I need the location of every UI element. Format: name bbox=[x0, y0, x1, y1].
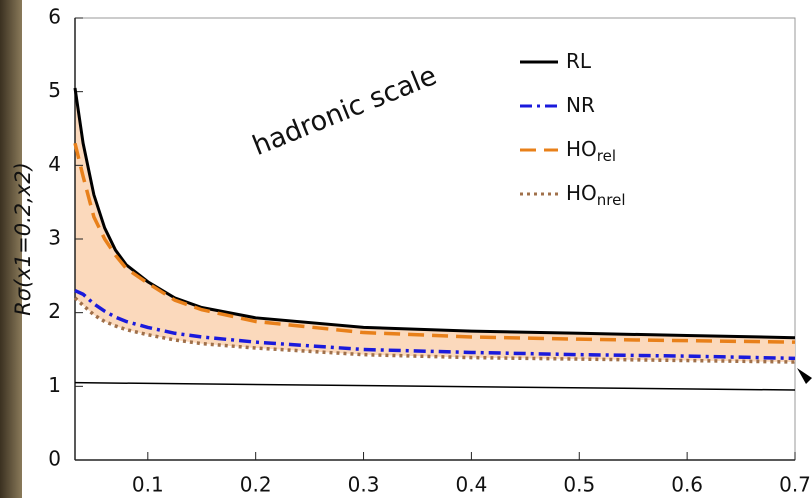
x-tick-label: 0.3 bbox=[348, 473, 380, 497]
x-tick-label: 0.5 bbox=[563, 473, 595, 497]
reference-line bbox=[74, 381, 796, 391]
y-tick-label: 2 bbox=[48, 299, 61, 323]
x-tick-label: 0.6 bbox=[671, 473, 703, 497]
legend-name: HO bbox=[566, 137, 597, 161]
band bbox=[75, 87, 795, 363]
background-edge bbox=[0, 0, 22, 498]
y-tick-label: 5 bbox=[48, 78, 61, 102]
x-tick-label: 0.2 bbox=[240, 473, 272, 497]
arrow-head bbox=[797, 368, 812, 384]
series-line bbox=[74, 288, 796, 361]
legend-label: HOnrel bbox=[566, 181, 626, 209]
legend-name: RL bbox=[566, 49, 592, 73]
series-line bbox=[73, 87, 796, 340]
x-tick-label: 0.1 bbox=[132, 473, 164, 497]
y-tick-label: 3 bbox=[48, 226, 61, 250]
y-axis-label: Rσ(x1=0.2,x2) bbox=[11, 162, 35, 316]
annotation: hadronic scale bbox=[248, 60, 441, 162]
series-line bbox=[73, 142, 796, 344]
series-line bbox=[73, 296, 796, 364]
legend-label: NR bbox=[566, 93, 595, 117]
y-tick-label: 6 bbox=[48, 5, 61, 29]
legend-name: NR bbox=[566, 93, 595, 117]
legend-name: HO bbox=[566, 181, 597, 205]
legend-subscript: nrel bbox=[597, 191, 626, 209]
legend-label: RL bbox=[566, 49, 592, 73]
x-tick-label: 0.4 bbox=[455, 473, 487, 497]
y-tick-label: 4 bbox=[48, 152, 61, 176]
legend-label: HOrel bbox=[566, 137, 616, 165]
y-tick-label: 0 bbox=[48, 447, 61, 471]
y-tick-label: 1 bbox=[48, 373, 61, 397]
legend-subscript: rel bbox=[597, 147, 616, 165]
x-tick-label: 0.7 bbox=[779, 473, 811, 497]
